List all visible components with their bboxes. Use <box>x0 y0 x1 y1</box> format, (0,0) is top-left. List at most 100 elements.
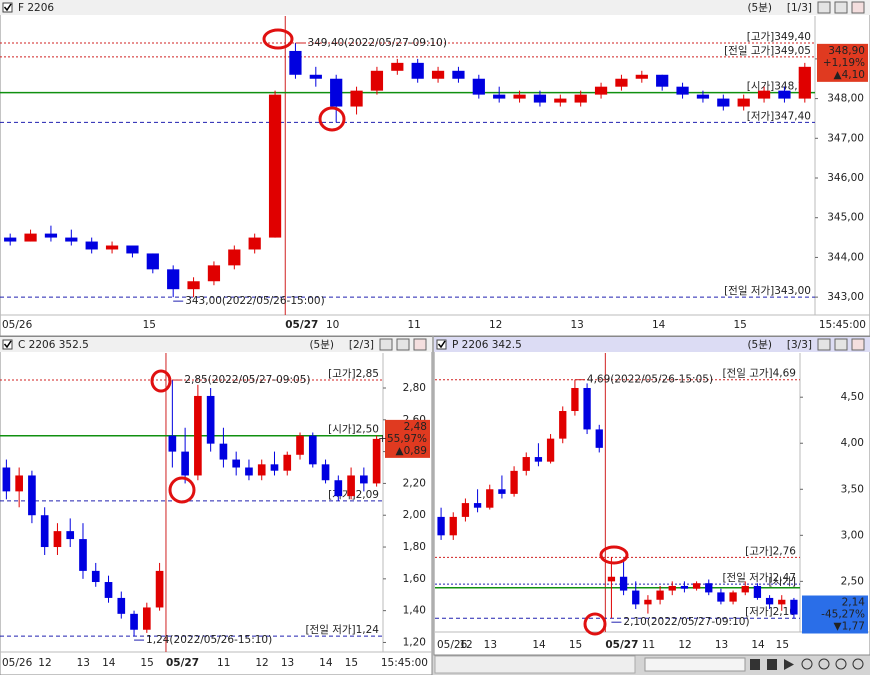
candle-body <box>513 94 526 99</box>
x-tick-label: 15 <box>140 657 153 669</box>
reference-label: [고가]2,85 <box>328 368 379 380</box>
scrollbar[interactable] <box>434 655 864 674</box>
button[interactable] <box>852 658 864 670</box>
y-tick-label: 4,50 <box>841 391 864 403</box>
candle-body <box>347 475 355 497</box>
checkbox[interactable] <box>2 2 13 13</box>
candle-body <box>680 585 689 589</box>
x-tick-label: 05/26 <box>2 657 33 669</box>
x-tick-label: 11 <box>642 639 655 651</box>
candle-body <box>126 245 139 254</box>
y-tick-label: 1,80 <box>403 541 426 553</box>
candle-body <box>321 464 330 481</box>
x-tick-label: 12 <box>489 319 502 331</box>
reference-label: [전일 고가]349,05 <box>724 44 811 57</box>
y-tick-label: 3,50 <box>841 483 864 495</box>
button[interactable] <box>767 659 777 670</box>
x-end-label: 15:45:00 <box>819 319 866 331</box>
window-button[interactable] <box>817 338 831 351</box>
candle-body <box>257 464 266 476</box>
candle-body <box>431 70 445 79</box>
y-tick-label: 2,00 <box>403 509 426 521</box>
candle-body <box>146 253 159 270</box>
candle-body <box>130 613 138 630</box>
window-button[interactable] <box>396 338 410 351</box>
panel-frame <box>0 0 870 337</box>
check-mark <box>3 3 12 12</box>
candle-body <box>778 599 786 605</box>
title-bar <box>0 337 432 352</box>
annotation: 349,40(2022/05/27-09:10) <box>307 37 447 49</box>
y-tick-label: 1,20 <box>403 636 426 648</box>
button[interactable] <box>750 659 760 670</box>
candle-body <box>668 585 676 591</box>
button[interactable] <box>818 658 830 670</box>
candle-body <box>741 585 749 593</box>
chart-title: P 2206 342.5 <box>452 339 522 351</box>
x-tick-label: 13 <box>281 657 294 669</box>
last-price-box <box>817 43 868 82</box>
candle-body <box>167 269 180 290</box>
candle-body <box>40 515 49 548</box>
y-tick-label: 345,00 <box>827 212 864 224</box>
window-button[interactable] <box>817 1 831 14</box>
candle-body <box>632 590 640 605</box>
reference-label: [저가]347,40 <box>747 110 811 122</box>
candle-body <box>228 249 241 266</box>
window-button[interactable] <box>834 338 848 351</box>
candle-body <box>370 70 384 91</box>
candle-body <box>372 438 381 484</box>
checkbox[interactable] <box>436 339 447 350</box>
y-tick-label: 343,00 <box>827 291 864 303</box>
chart-panel: F 2206 (5분) [1/3] 343,00 344,00 345,00 346,00 3… <box>0 0 870 337</box>
circle <box>262 28 294 50</box>
candle-body <box>798 66 811 99</box>
button[interactable] <box>784 659 794 670</box>
circle <box>599 545 629 565</box>
candle-body <box>289 50 302 75</box>
x-tick-label: 05/26 <box>437 639 468 651</box>
check-mark <box>437 340 446 349</box>
candle-body <box>53 531 62 548</box>
window-button[interactable] <box>834 1 848 14</box>
checkbox[interactable] <box>2 339 13 350</box>
candle-body <box>206 395 215 444</box>
x-tick-label: 14 <box>532 639 546 651</box>
reference-label: [전일 고가]4,69 <box>722 367 796 380</box>
window-button[interactable] <box>851 1 865 14</box>
candle-body <box>91 570 100 583</box>
candle-body <box>595 429 603 448</box>
candle-body <box>391 62 404 71</box>
candle-body <box>753 585 762 598</box>
candle-body <box>28 475 36 516</box>
candle-body <box>546 438 555 462</box>
x-tick-label: 14 <box>652 319 666 331</box>
window-button[interactable] <box>413 338 427 351</box>
annotation: 2,10(2022/05/27-09:10) <box>623 616 749 628</box>
y-tick-label: 346,00 <box>827 172 864 184</box>
candle-body <box>594 86 608 95</box>
candle-body <box>187 281 200 290</box>
candle-body <box>268 94 282 238</box>
window-button[interactable] <box>851 338 865 351</box>
candle-body <box>360 475 368 484</box>
scroll-track[interactable] <box>434 655 636 674</box>
candle-body <box>296 435 304 455</box>
button[interactable] <box>801 658 813 670</box>
candle-body <box>510 470 518 494</box>
x-tick-label: 13 <box>484 639 497 651</box>
window-button[interactable] <box>379 338 393 351</box>
last-price-change: +55,97% <box>378 433 427 445</box>
x-tick-label: 05/27 <box>285 319 318 331</box>
candle-body <box>656 74 669 87</box>
button[interactable] <box>835 658 847 670</box>
x-tick-label: 05/27 <box>166 657 199 669</box>
annotation: 1,24(2022/05/26-15:10) <box>146 634 272 646</box>
y-tick-label: 348,00 <box>827 93 864 105</box>
y-tick-label: 1,40 <box>403 605 426 617</box>
page-label: [1/3] <box>787 2 812 14</box>
y-tick-label: 2,80 <box>403 382 426 394</box>
candle-body <box>473 503 482 508</box>
zoom-slider[interactable] <box>644 657 746 672</box>
candle-body <box>522 457 530 471</box>
